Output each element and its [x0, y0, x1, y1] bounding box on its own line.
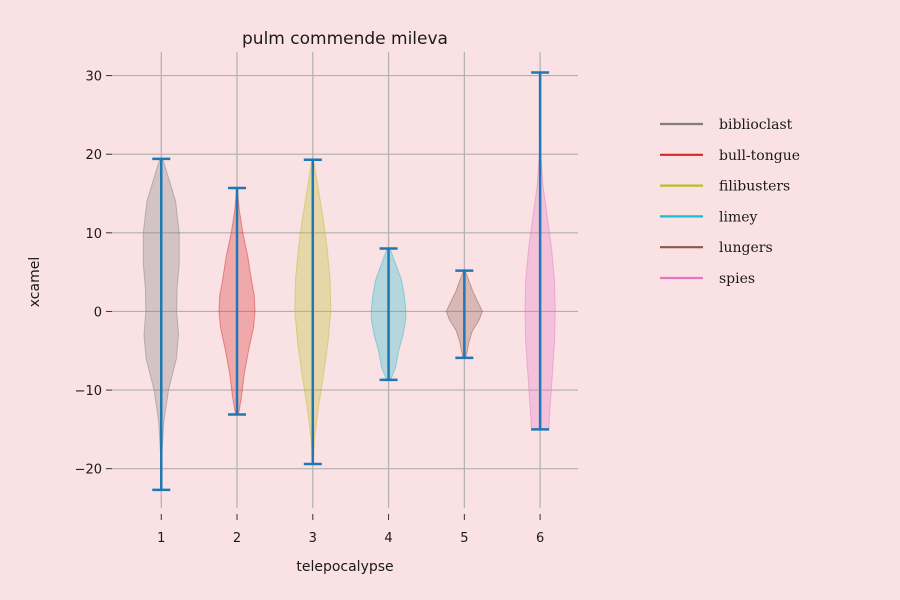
x-tick-label: 2: [233, 531, 241, 546]
x-tick-label: 4: [384, 531, 392, 546]
legend-label: spies: [719, 271, 755, 287]
x-axis-label: telepocalypse: [296, 559, 393, 575]
y-tick-label: 0: [94, 305, 102, 320]
x-tick-label: 6: [536, 531, 544, 546]
legend-label: filibusters: [719, 179, 790, 195]
legend-label: limey: [719, 209, 758, 225]
whisker-layer: [152, 71, 550, 492]
y-tick-label: 20: [85, 148, 102, 163]
chart-title: pulm commende mileva: [242, 29, 448, 49]
legend-label: bull-tongue: [719, 148, 800, 164]
grid-layer: [112, 52, 578, 508]
legend-label: biblioclast: [719, 117, 793, 133]
legend: biblioclast bull-tongue filibusters limey lu…: [660, 117, 800, 287]
violin-layer: [142, 72, 556, 491]
x-tick-label: 3: [309, 531, 317, 546]
y-tick-label: 30: [85, 70, 102, 85]
legend-label: lungers: [719, 240, 773, 256]
y-tick-label: −10: [75, 384, 102, 399]
y-tick-label: −20: [75, 463, 102, 478]
x-tick-label: 1: [157, 531, 165, 546]
axis-layer: −20 −10 0 10 20 30 1 2 3 4 5 6: [75, 70, 545, 546]
x-tick-label: 5: [460, 531, 468, 546]
y-axis-label: xcamel: [27, 257, 43, 307]
y-tick-label: 10: [85, 227, 102, 242]
